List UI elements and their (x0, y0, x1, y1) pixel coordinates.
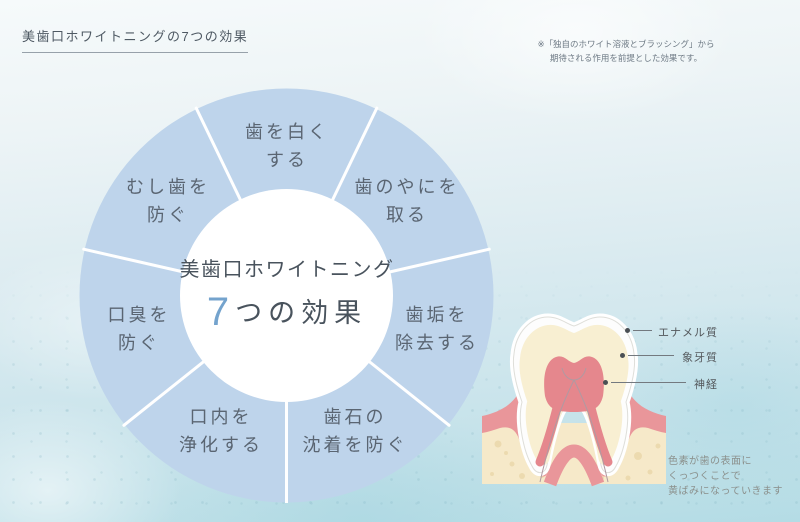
tooth-cross-section-illustration (482, 313, 666, 487)
root-canal-left (535, 399, 563, 467)
nerve-lines (539, 367, 609, 483)
root-canal-right (585, 399, 613, 467)
segment-label-clean-mouth: 口内を 浄化する (179, 407, 263, 455)
disclaimer-note: ※「独自のホワイト溶液とブラッシング」から 期待される作用を前提とした効果です。 (516, 37, 736, 66)
dentin-pointer-line (628, 355, 674, 356)
gum-arch-between-roots (543, 444, 605, 487)
dentin-pointer-dot (620, 353, 625, 358)
nerve-pointer-line (611, 382, 686, 383)
tooth-caption: 色素が歯の表面に くっつくことで 黄ばみになっていきます (668, 454, 783, 499)
tooth-pulp (544, 356, 604, 412)
caption-line1: 色素が歯の表面に (668, 456, 752, 467)
segment-label-remove-plaque: 歯垢を 除去する (395, 305, 479, 353)
label-enamel: エナメル質 (658, 327, 718, 339)
center-number-seven: 7 (206, 290, 232, 334)
page-title: 美歯口ホワイトニングの7つの効果 (22, 26, 249, 53)
donut-center-circle (180, 189, 393, 402)
enamel-pointer-dot (625, 328, 630, 333)
segment-label-remove-tar: 歯のやにを 取る (354, 177, 460, 225)
seven-effects-donut (79, 88, 494, 503)
caption-line3: 黄ばみになっていきます (668, 486, 783, 497)
center-suffix: つの効果 (235, 298, 368, 328)
donut-center-title: 美歯口ホワイトニング 7 つの効果 (167, 253, 407, 335)
segment-label-whiten-teeth: 歯を白く する (245, 122, 329, 170)
segment-label-prevent-tartar: 歯石の 沈着を防ぐ (302, 407, 408, 455)
center-effects-line: 7 つの効果 (167, 290, 407, 335)
segment-label-prevent-bad-breath: 口臭を 防ぐ (107, 305, 171, 353)
center-brand-line: 美歯口ホワイトニング (179, 259, 395, 281)
nerve-pointer-dot (603, 380, 608, 385)
label-dentin: 象牙質 (682, 352, 718, 364)
caption-line2: くっつくことで (668, 471, 742, 482)
label-nerve: 神経 (694, 379, 718, 391)
disclaimer-line2: 期待される作用を前提とした効果です。 (549, 53, 703, 64)
segment-label-prevent-cavities: むし歯を 防ぐ (126, 177, 210, 225)
enamel-pointer-line (633, 330, 652, 331)
disclaimer-line1: ※「独自のホワイト溶液とブラッシング」から (537, 39, 715, 49)
